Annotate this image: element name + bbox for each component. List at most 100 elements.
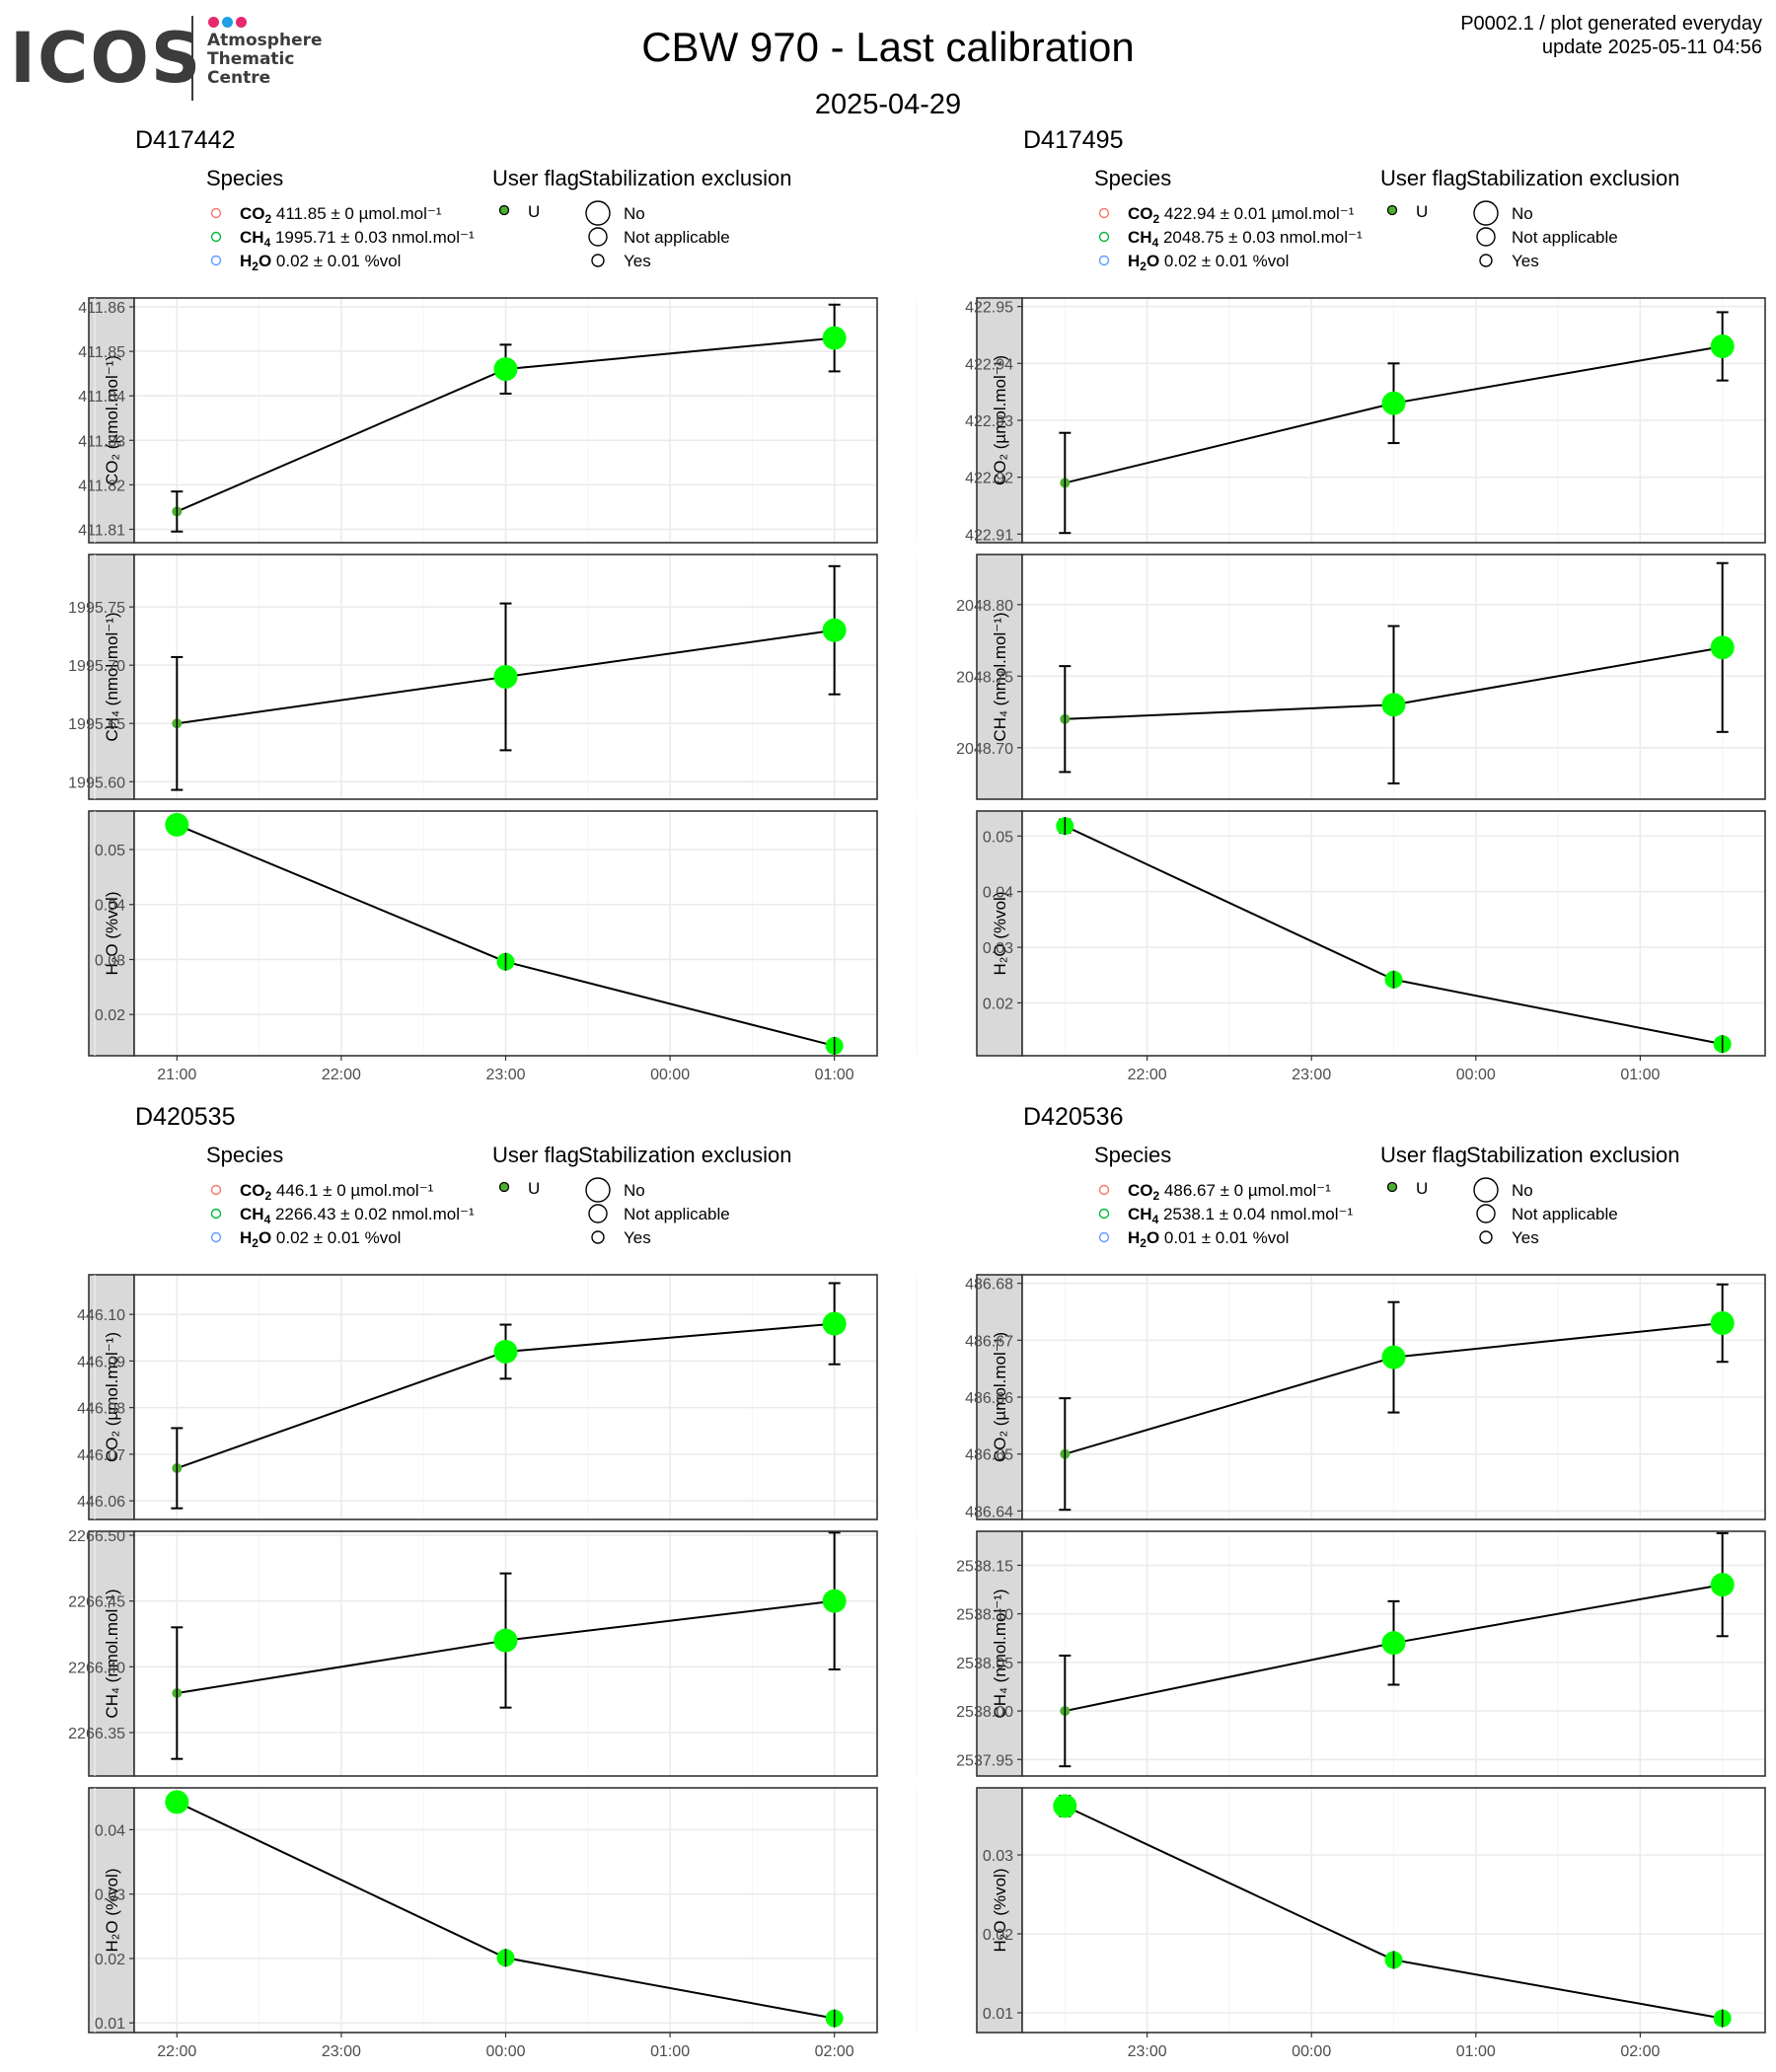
legend-species-key-icon <box>1098 1184 1110 1196</box>
x-tick-label: 01:00 <box>650 2043 690 2060</box>
legend-flag-title: User flag <box>492 1143 579 1167</box>
panel: CH₄ (nmol.mol⁻¹) 2266.35 2266.40 2266.45 226… <box>68 1528 918 1777</box>
x-tick-label: 22:00 <box>322 1067 361 1083</box>
x-tick-label: 01:00 <box>1456 2043 1496 2060</box>
y-tick-label: 446.06 <box>77 1494 125 1511</box>
legend-stab-key-icon <box>585 1177 611 1203</box>
legend-species-item: H2O 0.02 ± 0.01 %vol <box>240 1228 401 1250</box>
legend-species-title: Species <box>206 1143 283 1167</box>
legend-species-item: CO2 422.94 ± 0.01 µmol.mol⁻¹ <box>1128 204 1355 226</box>
y-tick-label: 411.82 <box>78 478 125 494</box>
legend-species-item: CO2 486.67 ± 0 µmol.mol⁻¹ <box>1128 1181 1331 1203</box>
x-tick-label: 22:00 <box>1128 1067 1167 1083</box>
legend-species-key-icon <box>210 207 222 219</box>
panel: CO₂ (µmol.mol⁻¹) 486.64 486.65 486.66 486.67… <box>965 1274 1766 1520</box>
y-tick-label: 2266.40 <box>68 1660 125 1676</box>
legend-stab-item: Not applicable <box>1512 228 1618 247</box>
data-point <box>1710 1311 1735 1336</box>
panel-strip <box>976 1274 1023 1520</box>
y-tick-label: 2266.35 <box>68 1726 125 1742</box>
data-point <box>1710 1573 1735 1597</box>
legend-species-item: CO2 446.1 ± 0 µmol.mol⁻¹ <box>240 1181 434 1203</box>
panel-border <box>1021 1530 1766 1777</box>
legend-species-key-icon <box>210 231 222 243</box>
legend-species-item: H2O 0.02 ± 0.01 %vol <box>240 252 401 273</box>
y-tick-label: 0.02 <box>983 996 1013 1012</box>
y-tick-label: 0.04 <box>983 885 1013 902</box>
panel: CH₄ (nmol.mol⁻¹) 2537.95 2538.00 2538.05 253… <box>956 1530 1766 1777</box>
legend-flag-item: U <box>1416 202 1428 221</box>
y-tick-label: 2048.80 <box>956 598 1013 615</box>
y-tick-label: 0.03 <box>983 940 1013 957</box>
page-title: CBW 970 - Last calibration <box>641 24 1135 70</box>
y-tick-label: 0.05 <box>983 829 1013 846</box>
y-tick-label: 2538.05 <box>956 1656 1013 1672</box>
x-tick-label: 21:00 <box>157 1067 196 1083</box>
y-tick-label: 0.01 <box>983 2006 1013 2023</box>
x-tick-label: 23:00 <box>322 2043 361 2060</box>
legend-species-item: H2O 0.02 ± 0.01 %vol <box>1128 252 1289 273</box>
legend-stab-key-icon <box>1479 254 1493 267</box>
legend-flag-title: User flag <box>492 166 579 190</box>
y-tick-label: 411.85 <box>78 344 125 361</box>
panel: CO₂ (µmol.mol⁻¹) 446.06 446.07 446.08 446.09… <box>77 1274 918 1520</box>
legend-stab-key-icon <box>585 200 611 226</box>
data-point <box>1710 334 1735 359</box>
y-tick-label: 2266.45 <box>68 1594 125 1611</box>
y-tick-label: 486.66 <box>965 1390 1013 1407</box>
legend-flag-item: U <box>528 202 540 221</box>
panel: CO₂ (µmol.mol⁻¹) 411.81 411.82 411.83 411.84… <box>78 297 918 544</box>
panel-ylabel: H₂O (%vol) <box>103 892 121 976</box>
y-tick-label: 0.05 <box>95 843 125 859</box>
y-tick-label: 0.02 <box>95 1952 125 1968</box>
legend-stab-key-icon <box>591 254 605 267</box>
x-tick-label: 01:00 <box>1620 1067 1660 1083</box>
data-point <box>493 1339 518 1364</box>
x-tick-label: 23:00 <box>1128 2043 1167 2060</box>
legend-species-key-icon <box>210 1231 222 1243</box>
panel: CO₂ (µmol.mol⁻¹) 422.91 422.92 422.93 422.94… <box>965 297 1766 544</box>
legend-stab-key-icon <box>1473 1177 1499 1203</box>
y-tick-label: 2048.75 <box>956 669 1013 686</box>
x-tick-label: 00:00 <box>650 1067 690 1083</box>
legend-stab-title: Stabilization exclusion <box>578 1143 791 1167</box>
data-point <box>822 1311 847 1336</box>
y-tick-label: 1995.60 <box>68 775 125 791</box>
generation-line: P0002.1 / plot generated everyday <box>1460 13 1762 35</box>
panel-strip <box>88 1787 135 2034</box>
data-point <box>1710 635 1735 660</box>
x-tick-label: 02:00 <box>815 2043 854 2060</box>
legend-species-item: CH4 1995.71 ± 0.03 nmol.mol⁻¹ <box>240 228 475 250</box>
data-point <box>822 618 847 642</box>
legend-species-key-icon <box>210 1184 222 1196</box>
panel-strip <box>88 297 135 544</box>
legend-species-key-icon <box>210 1208 222 1220</box>
panel: H₂O (%vol) 0.02 0.03 0.04 0.05 21:00 22:00 23:0… <box>88 810 918 1083</box>
panel-border <box>133 297 878 544</box>
y-tick-label: 411.81 <box>78 522 125 539</box>
y-tick-label: 486.68 <box>965 1277 1013 1294</box>
panel-ylabel: CH₄ (nmol.mol⁻¹) <box>991 1589 1009 1718</box>
chart-id: D417442 <box>135 126 235 154</box>
x-tick-label: 01:00 <box>815 1067 854 1083</box>
panel-border <box>1021 1787 1766 2034</box>
legend-flag-key-icon <box>1386 204 1398 216</box>
logo-subtitle-1: Atmosphere <box>207 31 323 50</box>
panel-ylabel: CO₂ (µmol.mol⁻¹) <box>103 355 121 485</box>
data-point <box>822 326 847 350</box>
legend-stab-key-icon <box>591 1230 605 1244</box>
y-tick-label: 1995.70 <box>68 658 125 675</box>
legend-stab-item: Not applicable <box>624 228 730 247</box>
legend-stab-key-icon <box>588 227 608 247</box>
panel-ylabel: CO₂ (µmol.mol⁻¹) <box>103 1332 121 1462</box>
y-tick-label: 486.64 <box>965 1504 1013 1520</box>
x-tick-label: 00:00 <box>1292 2043 1331 2060</box>
legend-flag-key-icon <box>498 1181 510 1193</box>
legend-species-key-icon <box>210 255 222 266</box>
legend-species-item: CO2 411.85 ± 0 µmol.mol⁻¹ <box>240 204 442 226</box>
y-tick-label: 1995.75 <box>68 600 125 617</box>
y-tick-label: 2048.70 <box>956 741 1013 758</box>
logo-divider <box>191 16 193 101</box>
legend-stab-item: Yes <box>1512 252 1539 270</box>
